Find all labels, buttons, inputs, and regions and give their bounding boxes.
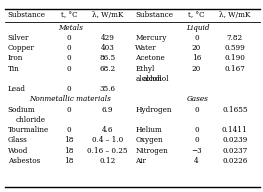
Text: t, °C: t, °C	[61, 11, 77, 19]
Text: Liquid: Liquid	[186, 24, 210, 32]
Text: 0: 0	[194, 106, 199, 114]
Text: 0: 0	[67, 126, 71, 134]
Text: Tourmaline: Tourmaline	[8, 126, 49, 134]
Text: 0: 0	[67, 85, 71, 93]
Text: Glass: Glass	[8, 136, 28, 144]
Text: 0.0239: 0.0239	[222, 136, 247, 144]
Text: 0.0226: 0.0226	[222, 157, 247, 165]
Text: 0.190: 0.190	[224, 54, 245, 62]
Text: Sodium: Sodium	[8, 106, 36, 114]
Text: λ, W/mK: λ, W/mK	[92, 11, 123, 19]
Text: chloride: chloride	[16, 116, 45, 124]
Text: 0.1655: 0.1655	[222, 106, 247, 114]
Text: Oxygen: Oxygen	[135, 136, 163, 144]
Text: Mercury: Mercury	[135, 34, 167, 42]
Text: Nitrogen: Nitrogen	[135, 146, 168, 155]
Text: Metals: Metals	[58, 24, 83, 32]
Text: 0.1411: 0.1411	[222, 126, 248, 134]
Text: 403: 403	[100, 44, 114, 52]
Text: 0: 0	[67, 106, 71, 114]
Text: Tin: Tin	[8, 65, 19, 73]
Text: 16: 16	[192, 54, 201, 62]
Text: Gases: Gases	[187, 95, 209, 103]
Text: 68.2: 68.2	[99, 65, 115, 73]
Text: 0: 0	[67, 34, 71, 42]
Text: Nonmetallic materials: Nonmetallic materials	[29, 95, 111, 103]
Text: Substance: Substance	[135, 11, 173, 19]
Text: λ, W/mK: λ, W/mK	[219, 11, 251, 19]
Text: Acetone: Acetone	[135, 54, 165, 62]
Text: 35.6: 35.6	[99, 85, 115, 93]
Text: 0: 0	[194, 136, 199, 144]
Text: Water: Water	[135, 44, 157, 52]
Text: 20: 20	[192, 44, 201, 52]
Text: 0: 0	[67, 54, 71, 62]
Text: Iron: Iron	[8, 54, 23, 62]
Text: 0.16 – 0.25: 0.16 – 0.25	[87, 146, 128, 155]
Text: Air: Air	[135, 157, 146, 165]
Text: alcohol: alcohol	[143, 75, 170, 83]
Text: Lead: Lead	[8, 85, 26, 93]
Text: 7.82: 7.82	[227, 34, 243, 42]
Text: 429: 429	[100, 34, 114, 42]
Text: alcohol: alcohol	[135, 75, 162, 83]
Text: 0.167: 0.167	[224, 65, 245, 73]
Text: 4: 4	[194, 157, 199, 165]
Text: 6.9: 6.9	[102, 106, 113, 114]
Text: 0.4 – 1.0: 0.4 – 1.0	[92, 136, 123, 144]
Text: Wood: Wood	[8, 146, 28, 155]
Text: 18: 18	[64, 146, 74, 155]
Text: 18: 18	[64, 157, 74, 165]
Text: 0: 0	[194, 126, 199, 134]
Text: 4.6: 4.6	[102, 126, 113, 134]
Text: Helium: Helium	[135, 126, 162, 134]
Text: 18: 18	[64, 136, 74, 144]
Text: Silver: Silver	[8, 34, 29, 42]
Text: Ethyl: Ethyl	[135, 65, 155, 73]
Text: Hydrogen: Hydrogen	[135, 106, 172, 114]
Text: 0: 0	[67, 44, 71, 52]
Text: 0: 0	[67, 65, 71, 73]
Text: 0.0237: 0.0237	[222, 146, 247, 155]
Text: 0.12: 0.12	[99, 157, 115, 165]
Text: Copper: Copper	[8, 44, 34, 52]
Text: 0.599: 0.599	[225, 44, 245, 52]
Text: Asbestos: Asbestos	[8, 157, 40, 165]
Text: 0: 0	[194, 34, 199, 42]
Text: t, °C: t, °C	[188, 11, 205, 19]
Text: −3: −3	[191, 146, 202, 155]
Text: 86.5: 86.5	[99, 54, 115, 62]
Text: Substance: Substance	[8, 11, 46, 19]
Text: 20: 20	[192, 65, 201, 73]
